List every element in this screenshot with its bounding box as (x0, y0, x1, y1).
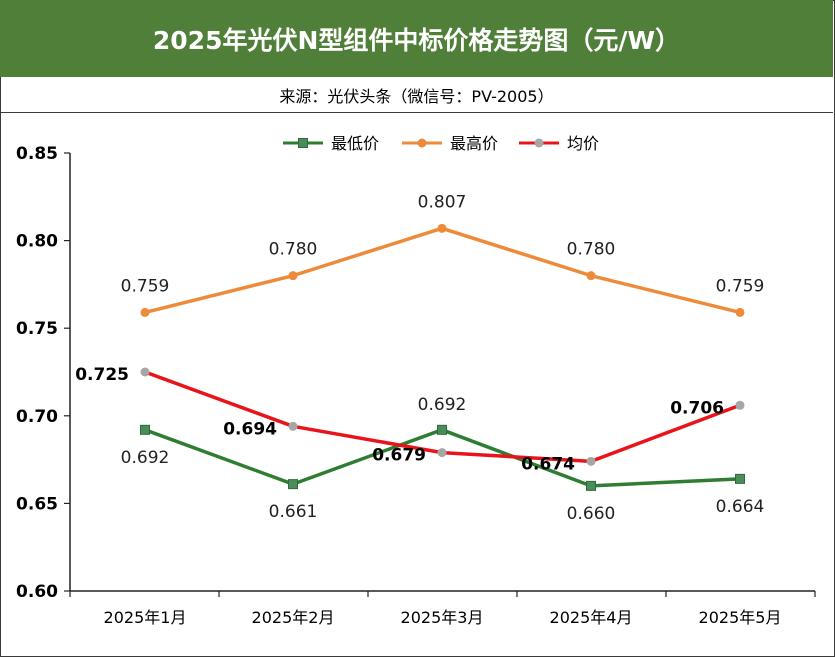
y-tick-label: 0.60 (16, 582, 58, 602)
data-label-high: 0.780 (567, 240, 616, 260)
series-line (144, 370, 741, 464)
data-label-high: 0.807 (418, 192, 467, 212)
chart-source: 来源：光伏头条（微信号：PV-2005） (0, 78, 833, 113)
x-tick-label: 2025年2月 (252, 608, 335, 627)
data-point (437, 448, 447, 458)
data-point (586, 271, 596, 281)
legend-marker (534, 138, 544, 148)
data-point (140, 307, 150, 317)
y-tick-label: 0.65 (16, 494, 58, 514)
data-label-low: 0.660 (567, 504, 616, 524)
data-point (140, 424, 150, 435)
data-label-low: 0.661 (269, 502, 318, 522)
data-point (735, 473, 745, 484)
data-point (437, 223, 447, 233)
x-tick-label: 2025年1月 (104, 608, 187, 627)
data-point (288, 479, 298, 490)
legend-label: 最高价 (450, 134, 498, 153)
data-point (437, 424, 447, 435)
data-label-avg: 0.694 (223, 419, 277, 439)
data-label-avg: 0.679 (372, 446, 426, 466)
data-point (288, 271, 298, 281)
data-label-avg: 0.725 (75, 365, 129, 385)
data-label-low: 0.692 (418, 395, 467, 415)
data-label-avg: 0.706 (670, 398, 724, 418)
data-label-avg: 0.674 (521, 454, 575, 474)
legend-marker (417, 138, 427, 148)
legend-label: 均价 (567, 134, 599, 153)
x-tick-label: 2025年4月 (550, 608, 633, 627)
data-label-low: 0.664 (716, 497, 765, 517)
data-point (735, 400, 745, 410)
x-tick-label: 2025年3月 (401, 608, 484, 627)
data-point (586, 456, 596, 466)
series-line (144, 226, 741, 315)
data-label-high: 0.759 (716, 276, 765, 296)
x-tick-label: 2025年5月 (699, 608, 782, 627)
y-tick-label: 0.70 (16, 407, 58, 427)
legend-marker (298, 138, 308, 148)
y-tick-label: 0.85 (16, 144, 58, 164)
data-label-high: 0.780 (269, 240, 318, 260)
y-tick-label: 0.80 (16, 232, 58, 252)
data-label-low: 0.692 (121, 448, 170, 468)
data-label-high: 0.759 (121, 276, 170, 296)
data-point (288, 421, 298, 431)
data-point (586, 480, 596, 491)
data-point (735, 307, 745, 317)
legend-label: 最低价 (331, 134, 379, 153)
y-tick-label: 0.75 (16, 319, 58, 339)
data-point (140, 367, 150, 377)
chart-title: 2025年光伏N型组件中标价格走势图（元/W） (0, 0, 833, 77)
